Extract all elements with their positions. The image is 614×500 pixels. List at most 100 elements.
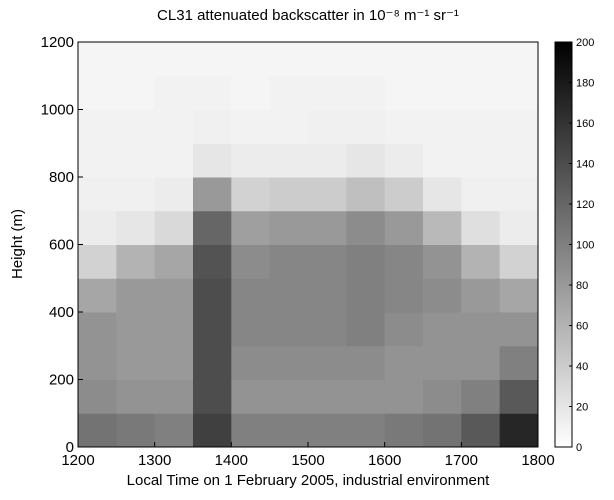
heatmap-cell [499,75,539,110]
heatmap-cell [154,278,194,313]
heatmap-cell [499,143,539,178]
heatmap-cell [269,379,309,414]
x-axis-label: Local Time on 1 February 2005, industria… [127,472,491,489]
heatmap-cell [461,312,501,347]
heatmap-cell [116,42,156,77]
heatmap-cell [231,345,271,380]
heatmap-cell [193,312,232,347]
heatmap-cell [346,75,386,110]
heatmap-cell [499,379,539,414]
heatmap-cell [154,75,194,110]
heatmap-cell [116,75,156,110]
heatmap-cell [461,210,501,245]
heatmap-cell [193,143,232,178]
heatmap-cell [384,42,424,77]
heatmap-cell [116,312,156,347]
heatmap-cell [423,143,462,178]
heatmap-cell [308,177,347,212]
heatmap-cell [308,244,347,279]
heatmap-cell [231,413,271,448]
heatmap-cell [308,413,347,448]
heatmap-cell [269,413,309,448]
heatmap-cell [346,379,386,414]
heatmap-cell [308,345,347,380]
heatmap-cell [78,177,117,212]
heatmap-cell [116,210,156,245]
heatmap-cell [423,75,462,110]
colorbar-tick-label: 20 [576,402,588,414]
heatmap-cell [461,379,501,414]
heatmap-cell [154,379,194,414]
heatmap-cell [423,109,462,144]
heatmap-cell [346,210,386,245]
heatmap-cell [308,42,347,77]
heatmap-cell [384,413,424,448]
heatmap-cell [499,278,539,313]
heatmap-cell [499,244,539,279]
heatmap-cell [154,177,194,212]
heatmap-cell [308,143,347,178]
heatmap-cell [116,379,156,414]
heatmap-cell [423,210,462,245]
heatmap-cell [269,109,309,144]
heatmap-cell [384,109,424,144]
x-tick-label: 1300 [138,452,171,469]
heatmap-cell [384,177,424,212]
heatmap-cell [499,109,539,144]
heatmap-cell [346,109,386,144]
heatmap-cell [231,109,271,144]
x-tick-label: 1700 [445,452,478,469]
heatmap-cell [461,143,501,178]
heatmap-cell [78,278,117,313]
x-tick-label: 1200 [61,452,94,469]
heatmap-cell [461,75,501,110]
heatmap-cell [116,109,156,144]
x-tick-label: 1400 [215,452,248,469]
heatmap-cell [231,75,271,110]
heatmap-cell [78,210,117,245]
heatmap-cell [346,143,386,178]
colorbar-tick-label: 100 [576,240,594,252]
heatmap-cell [193,75,232,110]
heatmap-cell [193,109,232,144]
heatmap-cell [78,345,117,380]
heatmap-cell [231,278,271,313]
heatmap-cell [231,177,271,212]
colorbar-tick-label: 80 [576,280,588,292]
heatmap-cell [384,244,424,279]
heatmap-cell [78,312,117,347]
heatmap-cell [384,278,424,313]
heatmap-cell [193,177,232,212]
heatmap-cell [423,244,462,279]
chart-title: CL31 attenuated backscatter in 10⁻⁸ m⁻¹ … [157,7,459,24]
heatmap-cell [193,42,232,77]
heatmap-cell [423,278,462,313]
heatmap-cell [116,413,156,448]
heatmap-cell [231,42,271,77]
heatmap-cell [461,244,501,279]
heatmap-cell [154,109,194,144]
y-tick-label: 400 [49,304,74,321]
heatmap-cell [346,177,386,212]
heatmap-cell [78,75,117,110]
heatmap-cell [116,177,156,212]
heatmap-cell [346,345,386,380]
heatmap-cell [499,177,539,212]
colorbar-tick-label: 60 [576,321,588,333]
heatmap-cell [461,177,501,212]
heatmap-cell [231,143,271,178]
heatmap-cell [154,42,194,77]
heatmap-cell [269,42,309,77]
heatmap-cell [423,379,462,414]
heatmap-cell [269,210,309,245]
heatmap-cell [78,143,117,178]
heatmap-cell [346,278,386,313]
heatmap-cell [308,109,347,144]
heatmap-cell [461,345,501,380]
x-tick-label: 1800 [521,452,554,469]
heatmap-cell [461,413,501,448]
heatmap-cell [308,312,347,347]
colorbar-tick-label: 140 [576,159,594,171]
